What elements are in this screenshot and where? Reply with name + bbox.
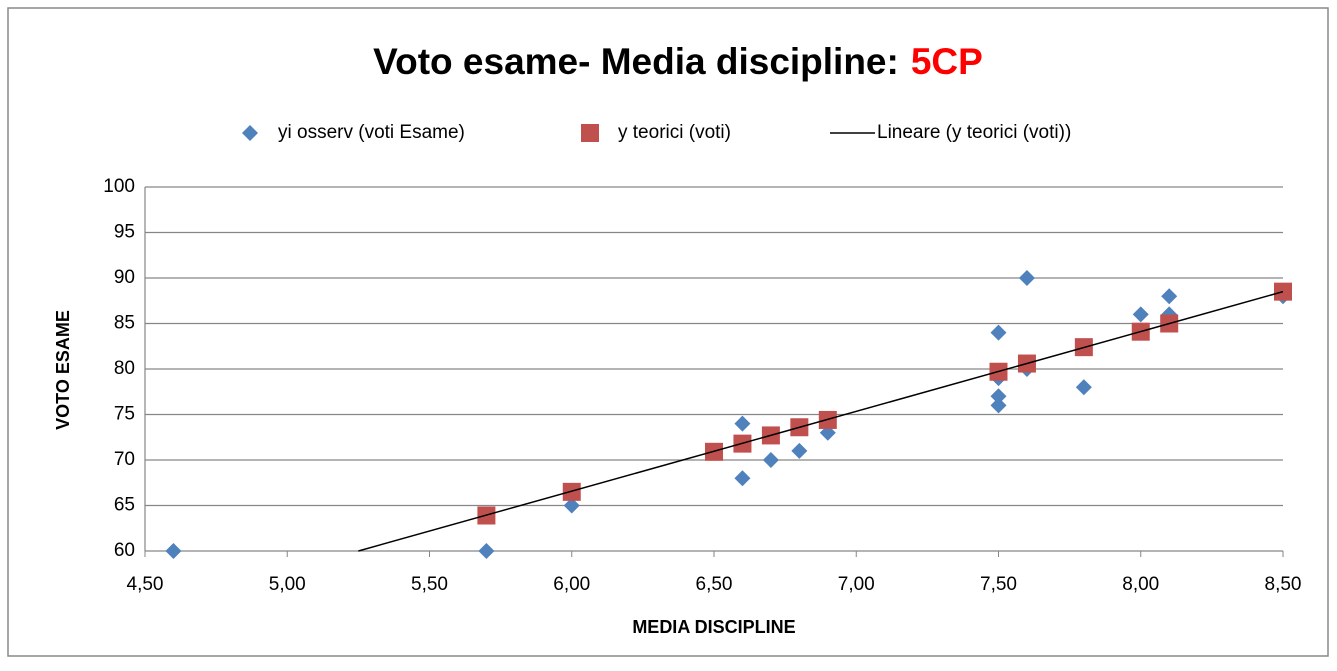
x-tick-label: 6,50	[696, 574, 733, 595]
x-tick-label: 8,50	[1265, 574, 1302, 595]
point	[1161, 288, 1178, 305]
point	[762, 452, 779, 468]
trendline	[358, 290, 1284, 552]
legend-label: Lineare (y teorici (voti))	[877, 122, 1071, 143]
y-tick-label: 100	[103, 176, 135, 197]
point	[791, 442, 808, 459]
x-tick-label: 8,00	[1122, 574, 1159, 595]
chart-border	[7, 7, 1329, 657]
title-highlight: 5CP	[911, 41, 983, 82]
x-tick-label: 5,50	[411, 574, 448, 595]
x-tick-label: 7,00	[838, 574, 875, 595]
point	[990, 388, 1007, 405]
point	[734, 470, 751, 487]
legend-label: yi osserv (voti Esame)	[278, 122, 465, 143]
y-tick-label: 80	[114, 358, 135, 379]
y-tick-label: 60	[114, 540, 135, 561]
y-axis-label: VOTO ESAME	[53, 310, 73, 430]
x-tick-label: 6,00	[553, 574, 590, 595]
legend-marker	[581, 124, 599, 142]
x-tick-label: 7,50	[980, 574, 1017, 595]
legend-label: y teorici (voti)	[618, 122, 731, 143]
x-tick-label: 4,50	[127, 574, 164, 595]
point	[734, 415, 751, 432]
y-tick-label: 95	[114, 222, 135, 243]
point	[990, 324, 1007, 341]
point	[165, 543, 182, 559]
y-tick-label: 75	[114, 404, 135, 425]
point	[1075, 379, 1092, 396]
y-tick-label: 65	[114, 495, 135, 516]
point	[990, 397, 1007, 414]
y-tick-label: 70	[114, 449, 135, 470]
point	[1132, 306, 1149, 323]
point	[1018, 270, 1035, 286]
point	[563, 497, 580, 514]
title-text: Voto esame- Media discipline:	[373, 41, 899, 82]
point	[478, 543, 495, 559]
y-tick-label: 85	[114, 313, 135, 334]
x-axis-label: MEDIA DISCIPLINE	[632, 617, 795, 637]
chart-title: Voto esame- Media discipline: 5CP	[373, 41, 983, 82]
legend-marker	[242, 125, 258, 141]
x-tick-label: 5,00	[269, 574, 306, 595]
y-tick-label: 90	[114, 267, 135, 288]
